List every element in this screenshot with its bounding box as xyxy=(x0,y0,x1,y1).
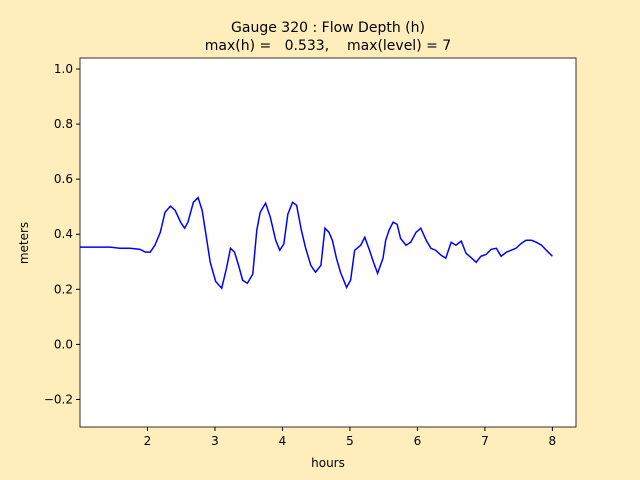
x-axis-label: hours xyxy=(311,456,345,470)
y-tick-label: −0.2 xyxy=(44,392,73,406)
chart-subtitle: max(h) = 0.533, max(level) = 7 xyxy=(205,38,451,54)
y-tick-label: 0.8 xyxy=(54,117,73,131)
x-tick-label: 3 xyxy=(211,434,219,448)
y-tick-label: 0.6 xyxy=(54,172,73,186)
x-tick-label: 7 xyxy=(481,434,489,448)
x-tick-label: 2 xyxy=(144,434,152,448)
x-tick-label: 4 xyxy=(279,434,287,448)
y-tick-label: 0.4 xyxy=(54,227,73,241)
y-tick-label: 0.2 xyxy=(54,282,73,296)
x-tick-label: 5 xyxy=(346,434,354,448)
y-tick-label: 1.0 xyxy=(54,62,73,76)
x-tick-label: 6 xyxy=(414,434,422,448)
data-line xyxy=(80,196,553,290)
y-tick-label: 0.0 xyxy=(54,337,73,351)
axes-frame xyxy=(79,57,577,428)
plot-area xyxy=(80,58,576,427)
y-axis-label: meters xyxy=(17,222,31,264)
x-tick-label: 8 xyxy=(549,434,557,448)
chart-title: Gauge 320 : Flow Depth (h) xyxy=(231,20,425,36)
